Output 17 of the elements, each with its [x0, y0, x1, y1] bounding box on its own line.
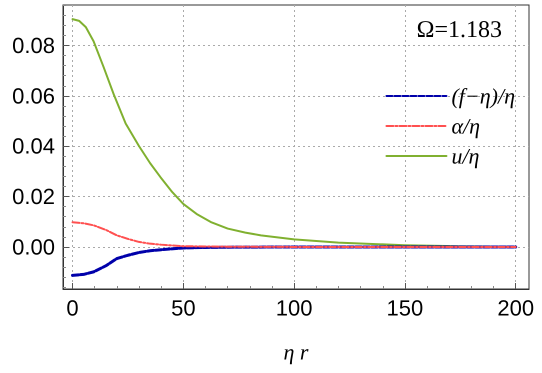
annotation: Ω=1.183	[416, 17, 502, 43]
x-tick-label: 100	[276, 296, 312, 320]
line-series	[72, 221, 517, 248]
legend-label: u/η	[451, 144, 480, 168]
y-tick-label: 0.08	[12, 33, 55, 58]
y-tick-label: 0.06	[12, 83, 55, 108]
legend-label: α/η	[451, 114, 480, 138]
line-series	[71, 245, 518, 277]
y-tick-label: 0.02	[12, 184, 55, 210]
x-axis-title: η r	[284, 340, 309, 364]
x-tick-label: 0	[66, 296, 79, 320]
x-tick-label: 200	[497, 296, 534, 320]
y-tick-label: 0.00	[12, 234, 55, 260]
legend-label: (f−η)/η	[451, 84, 516, 108]
x-tick-label: 50	[171, 296, 196, 320]
x-tick-label: 150	[386, 296, 424, 320]
y-tick-label: 0.04	[12, 134, 55, 159]
